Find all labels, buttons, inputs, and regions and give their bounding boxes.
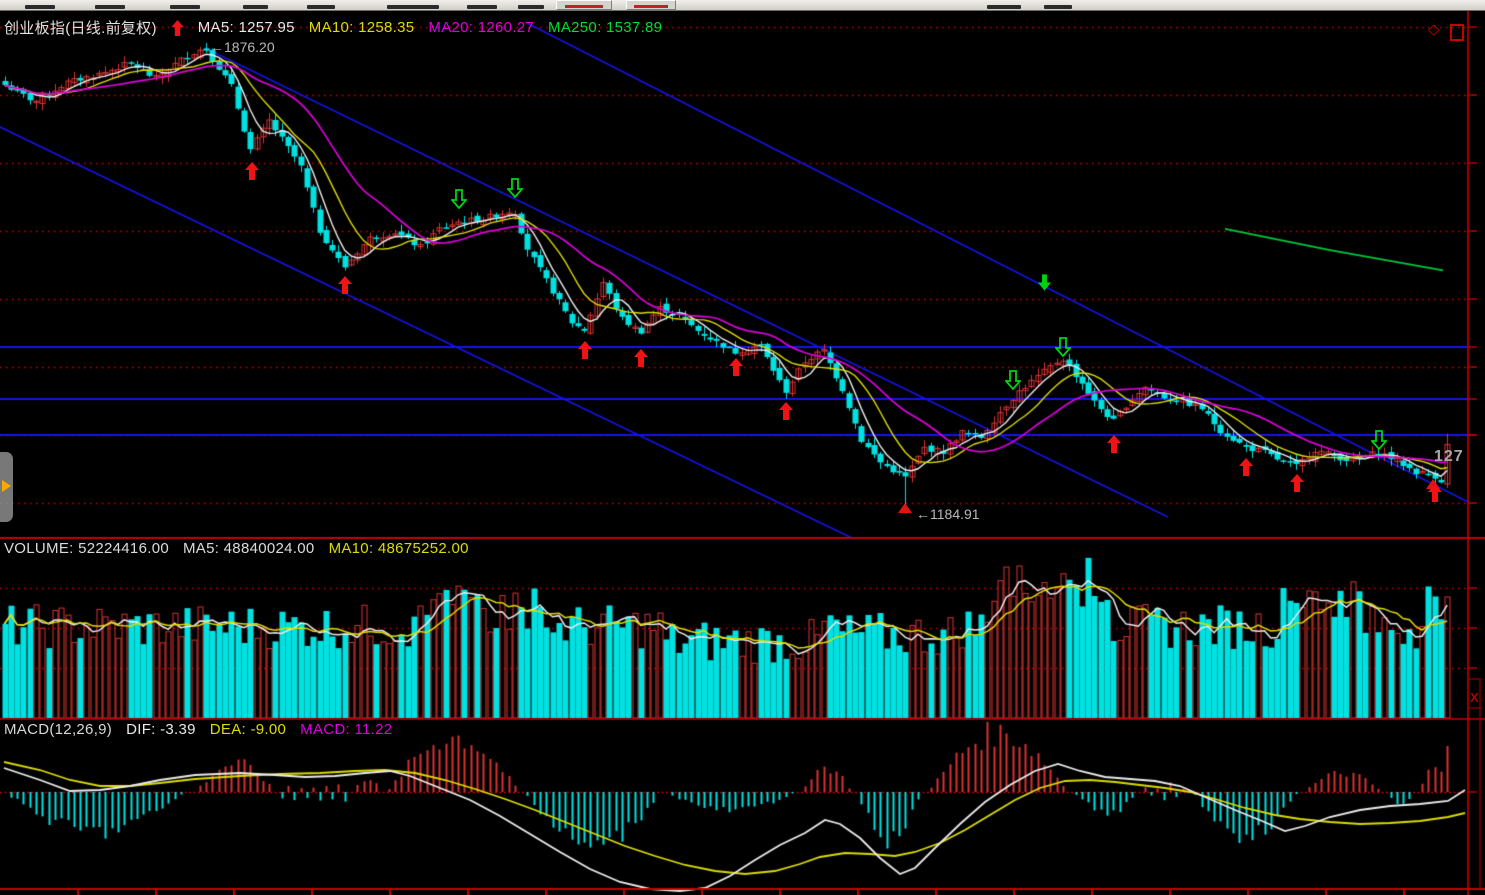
last-price-label: 127 xyxy=(1434,448,1464,465)
buy-signal-arrow xyxy=(1107,435,1121,453)
menu-red-button[interactable] xyxy=(626,0,676,10)
buy-signal-arrow xyxy=(1239,458,1253,476)
symbol-title: 创业板指(日线.前复权) xyxy=(4,20,157,37)
ma20-value: MA20: 1260.27 xyxy=(428,19,535,36)
macd-header: MACD(12,26,9) DIF: -3.39 DEA: -9.00 MACD… xyxy=(4,721,392,738)
diamond-tool-icon[interactable]: ◇ xyxy=(1428,21,1440,38)
menu-item[interactable] xyxy=(25,5,55,9)
sidebar-collapse-tab[interactable] xyxy=(0,452,13,522)
low-price-annotation: ←1184.91 xyxy=(916,506,980,522)
ma10-value: MA10: 1258.35 xyxy=(308,19,415,36)
sell-signal-arrow xyxy=(450,189,468,210)
menu-red-button[interactable] xyxy=(556,0,612,10)
buy-signal-arrow xyxy=(1428,484,1442,502)
macd-panel-close-button[interactable]: X xyxy=(1470,690,1479,705)
menu-item[interactable] xyxy=(243,5,268,9)
high-price-annotation: ←1876.20 xyxy=(210,39,275,55)
volume-ma5-value: MA5: 48840024.00 xyxy=(182,540,315,557)
sell-signal-arrow xyxy=(1038,274,1051,291)
menu-item[interactable] xyxy=(170,5,200,9)
menu-item[interactable] xyxy=(467,5,497,9)
window-tool-icon[interactable] xyxy=(1450,24,1464,41)
low-point-marker xyxy=(898,503,912,513)
buy-signal-arrow xyxy=(1290,474,1304,492)
menu-bar[interactable] xyxy=(0,0,1485,11)
menu-item[interactable] xyxy=(95,5,125,9)
buy-signal-arrow xyxy=(578,341,592,359)
last-bar-marker xyxy=(1426,479,1440,489)
menu-item[interactable] xyxy=(387,5,439,9)
trend-up-arrow-icon xyxy=(171,19,184,36)
menu-item[interactable] xyxy=(518,5,544,9)
macd-value: MACD: 11.22 xyxy=(300,721,393,738)
volume-header: VOLUME: 52224416.00 MA5: 48840024.00 MA1… xyxy=(4,540,469,557)
buy-signal-arrow xyxy=(338,276,352,294)
menu-item[interactable] xyxy=(987,5,1021,9)
buy-signal-arrow xyxy=(729,358,743,376)
dea-value: DEA: -9.00 xyxy=(209,721,287,738)
sell-signal-arrow xyxy=(1370,430,1388,451)
volume-value: VOLUME: 52224416.00 xyxy=(4,540,169,557)
buy-signal-arrow xyxy=(779,402,793,420)
ma250-value: MA250: 1537.89 xyxy=(548,19,663,36)
ma5-value: MA5: 1257.95 xyxy=(197,19,295,36)
dif-value: DIF: -3.39 xyxy=(126,721,196,738)
expand-arrow-icon xyxy=(2,480,11,492)
menu-item[interactable] xyxy=(307,5,335,9)
sell-signal-arrow xyxy=(1054,337,1072,358)
sell-signal-arrow xyxy=(1004,370,1022,391)
buy-signal-arrow xyxy=(634,349,648,367)
menu-item[interactable] xyxy=(1044,5,1072,9)
sell-signal-arrow xyxy=(506,178,524,199)
macd-params: MACD(12,26,9) xyxy=(4,721,113,738)
main-chart-header: 创业板指(日线.前复权) MA5: 1257.95 MA10: 1258.35 … xyxy=(4,17,662,38)
volume-ma10-value: MA10: 48675252.00 xyxy=(328,540,469,557)
buy-signal-arrow xyxy=(245,162,259,180)
